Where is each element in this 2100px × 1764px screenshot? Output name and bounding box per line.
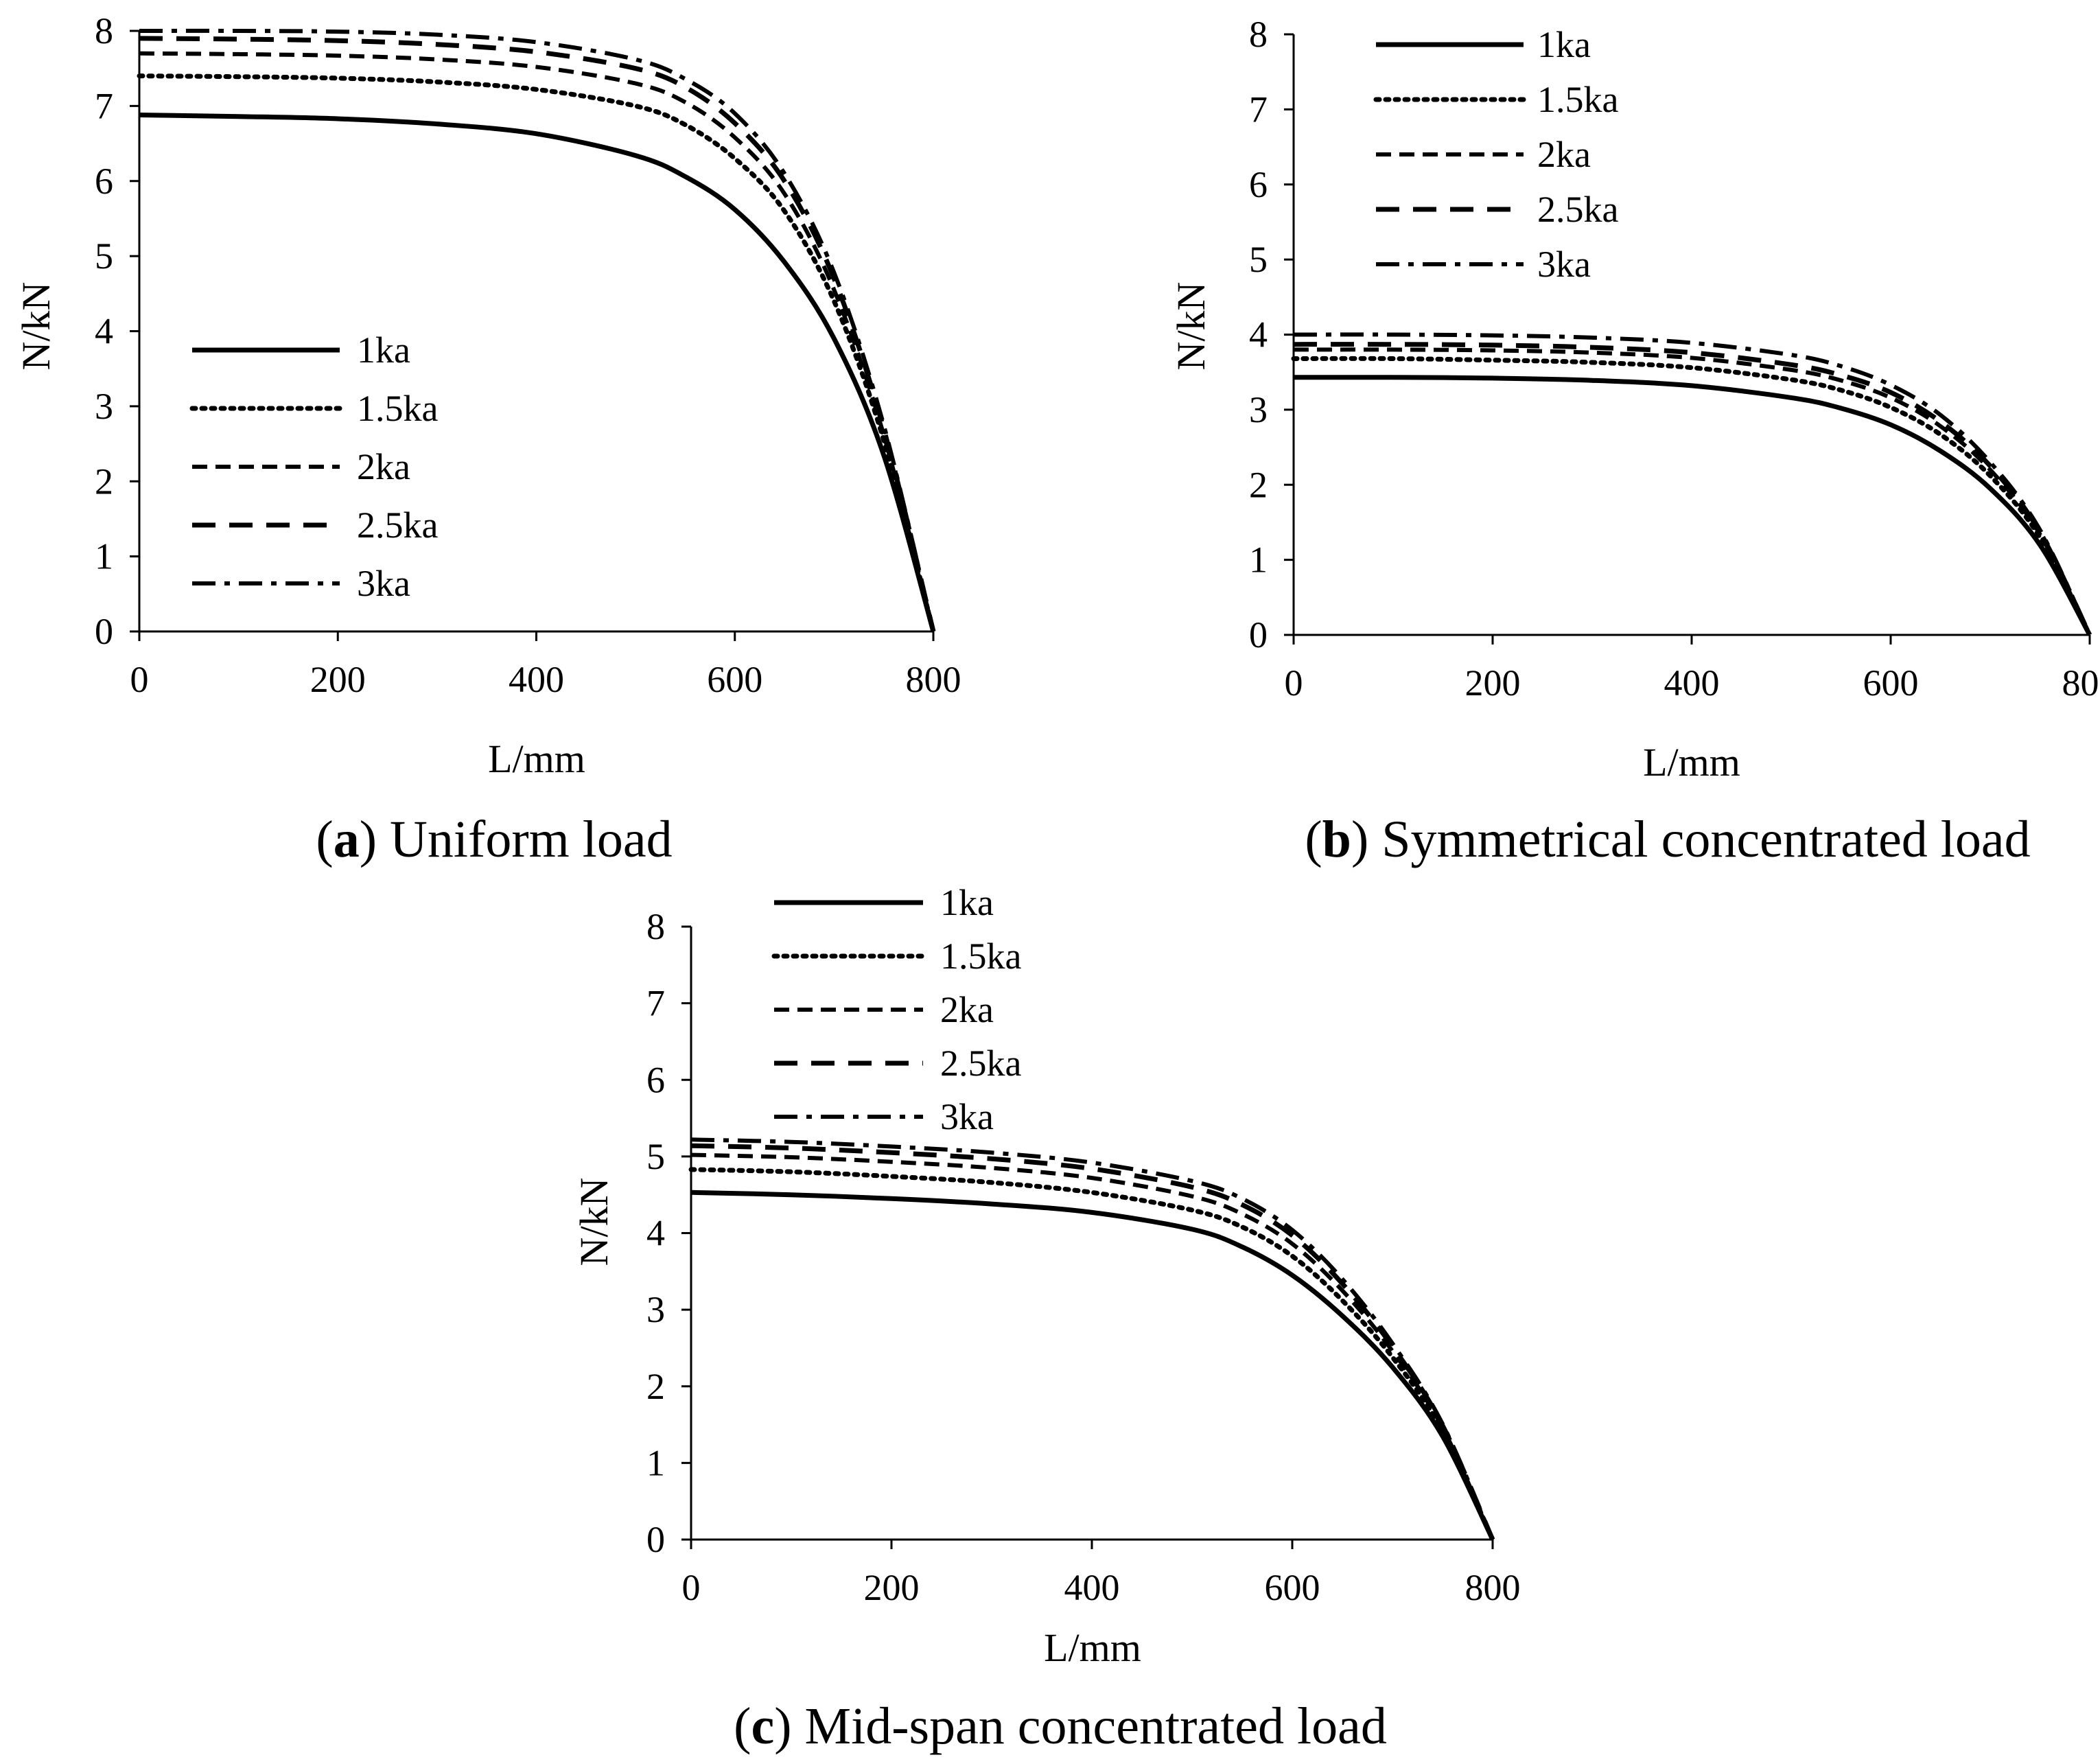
y-tick-label: 8 bbox=[646, 906, 665, 947]
caption-text: Uniform load bbox=[390, 811, 673, 868]
y-tick-label: 7 bbox=[646, 983, 665, 1024]
legend-label: 2.5ka bbox=[1537, 189, 1619, 230]
x-axis-label: L/mm bbox=[488, 736, 585, 781]
y-tick-label: 0 bbox=[1249, 614, 1268, 655]
y-tick-label: 3 bbox=[1249, 389, 1268, 430]
panel-caption: (a) Uniform load bbox=[316, 811, 672, 868]
axes: 0 200 400 600 800 0 1 2 3 4 5 6 7 8 bbox=[646, 906, 1521, 1608]
y-tick-label: 1 bbox=[646, 1442, 665, 1483]
series-line-2ka bbox=[690, 1152, 1495, 1541]
x-axis-label: L/mm bbox=[1643, 740, 1740, 785]
y-axis-label: N/kN bbox=[572, 1178, 616, 1266]
y-tick-label: 1 bbox=[95, 536, 113, 577]
x-tick-label: 0 bbox=[682, 1567, 701, 1608]
series-line-2.5ka bbox=[1293, 342, 2092, 636]
series-line-1.5ka bbox=[137, 73, 936, 634]
panel-caption: (b) Symmetrical concentrated load bbox=[1305, 811, 2030, 868]
series-line-1ka bbox=[139, 113, 936, 632]
x-tick-label: 0 bbox=[1285, 662, 1303, 704]
legend-label: 1.5ka bbox=[940, 936, 1022, 977]
series-group bbox=[688, 1137, 1495, 1542]
x-tick-label: 200 bbox=[1465, 662, 1521, 704]
y-tick-label: 4 bbox=[646, 1213, 665, 1254]
series-line-1ka bbox=[1293, 375, 2092, 636]
x-tick-label: 400 bbox=[509, 659, 564, 700]
series-group bbox=[1291, 332, 2092, 638]
series-line-1.5ka bbox=[1291, 356, 2092, 638]
axes: 0 200 400 600 800 0 1 2 3 4 5 6 7 8 bbox=[1249, 14, 2100, 704]
series-line-1.5ka bbox=[688, 1167, 1495, 1542]
x-tick-label: 400 bbox=[1664, 662, 1720, 704]
y-tick-label: 0 bbox=[646, 1519, 665, 1560]
x-tick-label: 800 bbox=[1465, 1567, 1521, 1608]
y-tick-label: 3 bbox=[95, 386, 113, 427]
legend-label: 2.5ka bbox=[940, 1043, 1022, 1084]
y-tick-label: 3 bbox=[646, 1289, 665, 1330]
caption-text: Mid-span concentrated load bbox=[805, 1697, 1387, 1755]
axes: 0 200 400 600 800 0 1 2 3 4 5 6 7 8 bbox=[95, 10, 961, 700]
legend-label: 1.5ka bbox=[357, 388, 439, 429]
x-tick-label: 800 bbox=[2062, 662, 2100, 704]
series-line-2ka bbox=[1293, 347, 2092, 636]
series-group bbox=[137, 28, 936, 634]
legend-label: 2ka bbox=[357, 446, 410, 487]
x-axis-label: L/mm bbox=[1044, 1625, 1141, 1670]
y-tick-label: 6 bbox=[646, 1059, 665, 1100]
legend-label: 2ka bbox=[1537, 134, 1591, 175]
y-tick-label: 6 bbox=[95, 161, 113, 202]
legend-label: 2ka bbox=[940, 989, 994, 1030]
y-tick-label: 7 bbox=[1249, 89, 1268, 130]
caption-text: Symmetrical concentrated load bbox=[1381, 811, 2030, 868]
y-tick-label: 0 bbox=[95, 611, 113, 652]
series-line-3ka bbox=[139, 28, 935, 632]
x-tick-label: 600 bbox=[707, 659, 762, 700]
legend-label: 1.5ka bbox=[1537, 79, 1619, 120]
y-tick-label: 6 bbox=[1249, 164, 1268, 205]
series-line-3ka bbox=[1293, 332, 2092, 636]
panel-caption: (c) Mid-span concentrated load bbox=[734, 1697, 1387, 1755]
y-tick-label: 5 bbox=[95, 235, 113, 277]
legend-label: 1ka bbox=[940, 882, 994, 923]
x-tick-label: 600 bbox=[1265, 1567, 1320, 1608]
panel-mid-span-concentrated-load: 0 200 400 600 800 0 1 2 3 4 5 6 7 8 1ka 1.5ka 2ka 2.5ka 3… bbox=[572, 882, 1521, 1755]
caption-letter: a bbox=[334, 811, 360, 868]
panel-symmetrical-concentrated-load: 0 200 400 600 800 0 1 2 3 4 5 6 7 8 1ka 1.5ka 2ka 2.5ka 3… bbox=[1169, 14, 2100, 868]
y-tick-label: 5 bbox=[1249, 239, 1268, 280]
y-tick-label: 4 bbox=[1249, 314, 1268, 356]
y-tick-label: 5 bbox=[646, 1136, 665, 1177]
y-axis-label: N/kN bbox=[1169, 282, 1213, 371]
legend-label: 1ka bbox=[1537, 24, 1591, 65]
y-tick-label: 2 bbox=[646, 1366, 665, 1407]
x-tick-label: 400 bbox=[1064, 1567, 1120, 1608]
legend: 1ka 1.5ka 2ka 2.5ka 3ka bbox=[189, 329, 439, 604]
y-tick-label: 2 bbox=[1249, 464, 1268, 505]
y-tick-label: 1 bbox=[1249, 539, 1268, 581]
legend-label: 3ka bbox=[357, 563, 410, 604]
legend: 1ka 1.5ka 2ka 2.5ka 3ka bbox=[771, 882, 1022, 1137]
legend-label: 1ka bbox=[357, 329, 410, 371]
x-tick-label: 200 bbox=[864, 1567, 920, 1608]
y-axis-label: N/kN bbox=[14, 282, 58, 371]
y-tick-label: 4 bbox=[95, 311, 113, 352]
panel-uniform-load: 0 200 400 600 800 0 1 2 3 4 5 6 7 8 1ka 1.5ka 2ka 2.5ka 3… bbox=[14, 10, 961, 868]
y-tick-label: 7 bbox=[95, 85, 113, 126]
legend-label: 3ka bbox=[940, 1096, 994, 1137]
x-tick-label: 800 bbox=[906, 659, 961, 700]
y-tick-label: 8 bbox=[95, 10, 113, 51]
series-line-1ka bbox=[690, 1189, 1495, 1541]
series-line-3ka bbox=[690, 1137, 1495, 1541]
legend-label: 3ka bbox=[1537, 244, 1591, 285]
caption-letter: b bbox=[1322, 811, 1351, 868]
y-tick-label: 2 bbox=[95, 461, 113, 502]
legend: 1ka 1.5ka 2ka 2.5ka 3ka bbox=[1373, 24, 1619, 285]
series-line-2ka bbox=[139, 51, 935, 632]
x-tick-label: 0 bbox=[130, 659, 149, 700]
y-tick-label: 8 bbox=[1249, 14, 1268, 55]
series-line-2.5ka bbox=[139, 36, 936, 632]
x-tick-label: 600 bbox=[1863, 662, 1919, 704]
legend-label: 2.5ka bbox=[357, 504, 439, 546]
x-tick-label: 200 bbox=[310, 659, 366, 700]
caption-letter: c bbox=[751, 1697, 774, 1755]
